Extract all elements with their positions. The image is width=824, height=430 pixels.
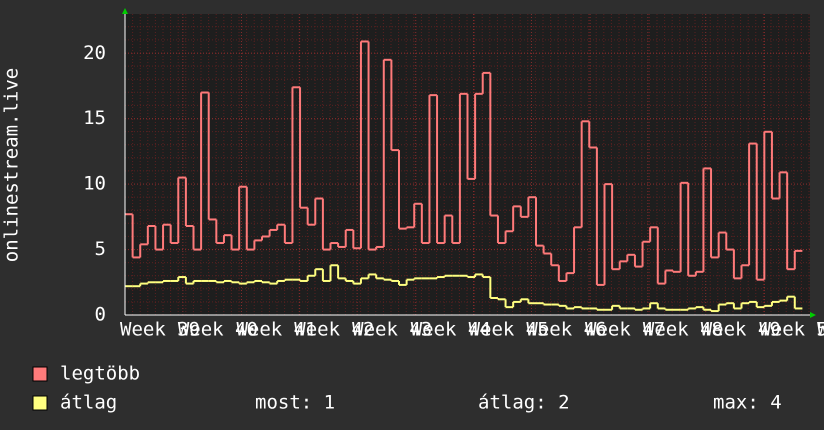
- legend-label: legtöbb: [60, 363, 140, 385]
- legend-stat: max: 4: [713, 392, 782, 414]
- x-axis-arrow: [810, 312, 816, 318]
- x-tick-label: Week 49: [701, 319, 781, 341]
- y-tick-label: 15: [83, 107, 106, 129]
- x-tick-label: Week 45: [469, 319, 549, 341]
- y-axis-label: onlinestream.live: [1, 68, 23, 262]
- x-tick-label: Week 42: [294, 319, 374, 341]
- y-tick-label: 20: [83, 42, 106, 64]
- y-tick-label: 5: [95, 238, 106, 260]
- x-tick-label: Week 44: [411, 319, 491, 341]
- x-tick-label: Week 40: [178, 319, 258, 341]
- x-tick-label: Week 50: [759, 319, 824, 341]
- legend-label: átlag: [60, 392, 117, 414]
- marks: [125, 40, 803, 313]
- y-tick-label: 10: [83, 173, 106, 195]
- x-tick-label: Week 43: [352, 319, 432, 341]
- x-tick-label: Week 51: [817, 319, 824, 341]
- legend-swatch: [32, 366, 48, 382]
- x-tick-label: Week 46: [526, 319, 606, 341]
- legend-stat: átlag: 2: [478, 392, 570, 414]
- y-axis-arrow: [122, 8, 128, 14]
- y-tick-label: 0: [95, 304, 106, 326]
- legend-stat: most: 1: [255, 392, 335, 414]
- x-tick-label: Week 48: [643, 319, 723, 341]
- legend-swatch: [32, 395, 48, 411]
- x-tick-label: Week 47: [585, 319, 665, 341]
- x-tick-label: Week 39: [120, 319, 200, 341]
- legend: legtöbb átlag most: 1 átlag: 2 max: 4: [32, 363, 782, 414]
- x-tick-label: Week 41: [236, 319, 316, 341]
